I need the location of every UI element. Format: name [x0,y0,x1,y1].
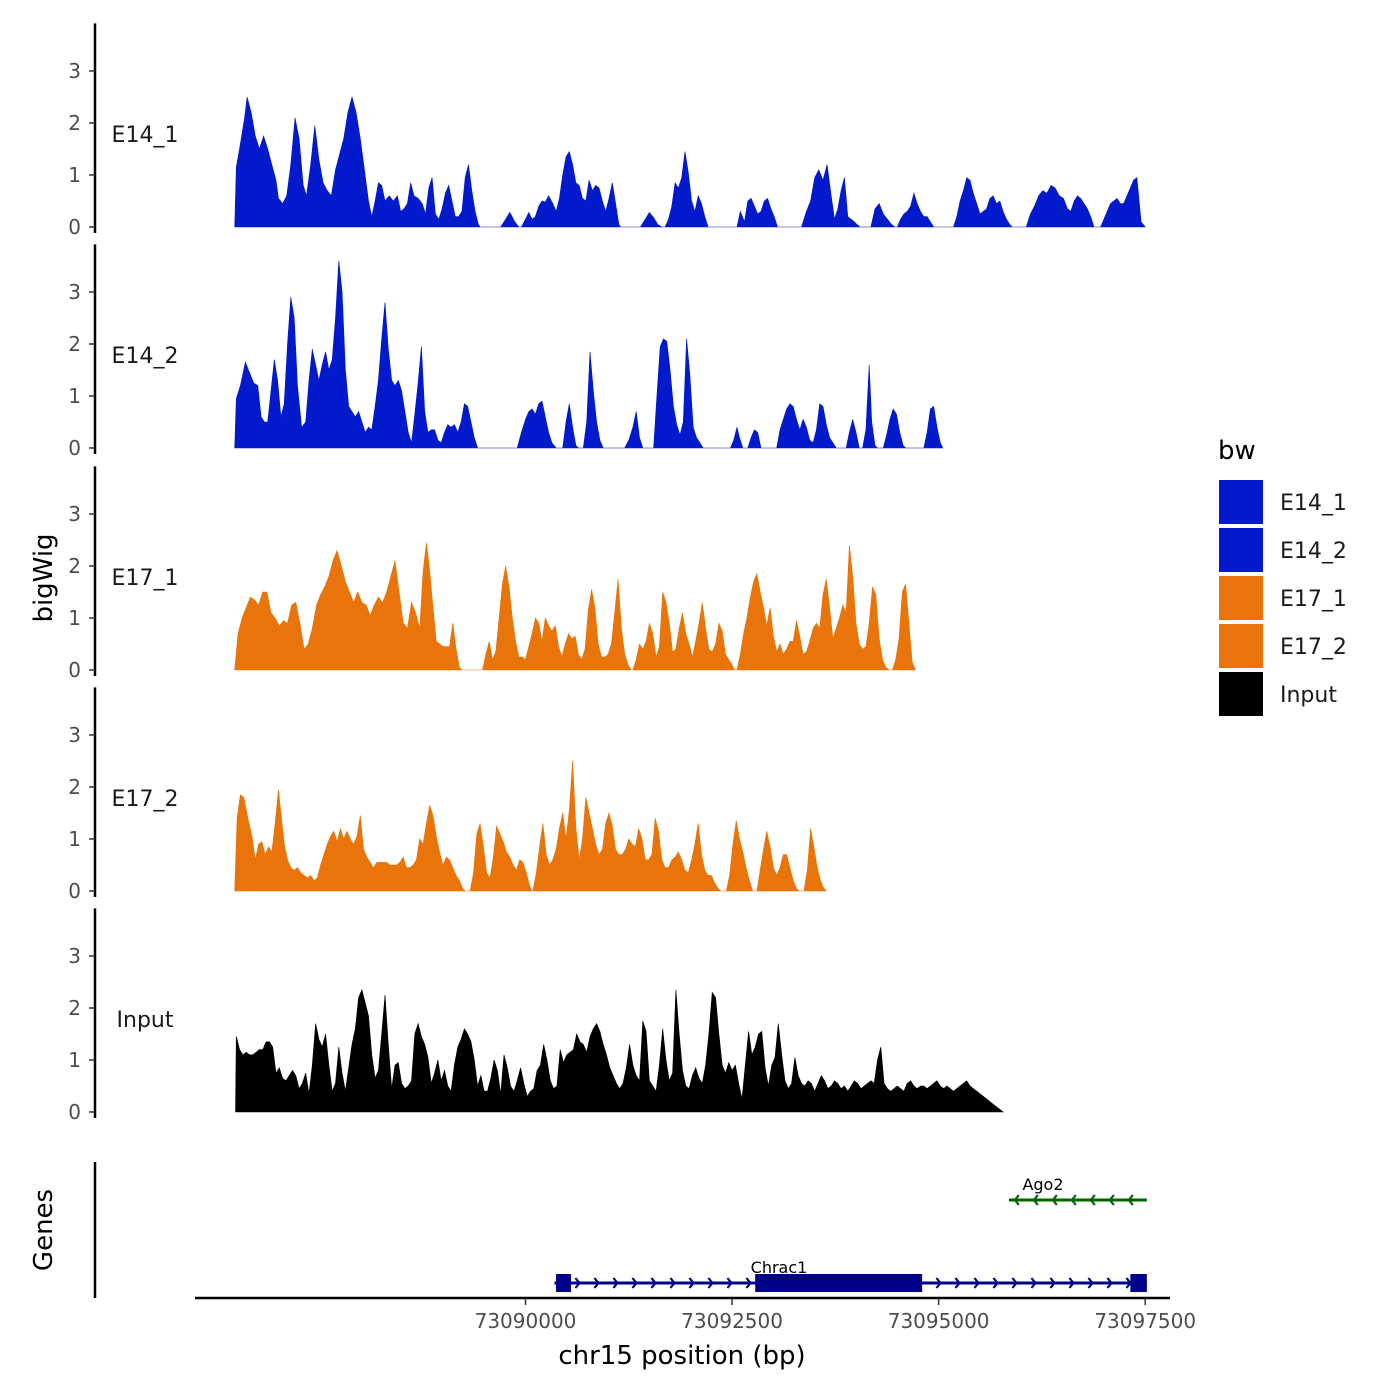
gene-label: Ago2 [1022,1175,1063,1194]
track-e17-2: 0 1 2 3 E17_2 [68,687,828,903]
legend-title: bw [1218,436,1256,466]
y-tick-label: 2 [68,332,81,356]
track-label: Input [117,1008,174,1033]
strand-arrow [650,1277,657,1289]
legend-swatch [1219,480,1263,524]
y-tick-label: 1 [68,384,81,408]
x-tick-label: 73097500 [1094,1309,1196,1333]
legend: bw E14_1 E14_2 E17_1 E17_2 Input [1218,436,1347,716]
coverage-tracks: 0 1 2 3 E14_1 0 1 2 3 E14_2 0 1 2 3 E17_1 0 1 2 3 E17_2 0 1 2 3… [68,23,1146,1124]
exon-block [556,1274,571,1292]
coverage-area-e17-2 [234,760,828,892]
y-tick-label: 3 [68,280,81,304]
y-tick-label: 2 [68,554,81,578]
strand-arrow [1087,1277,1094,1289]
y-tick-label: 1 [68,163,81,187]
y-tick-label: 2 [68,996,81,1020]
legend-item-input: Input [1219,672,1337,716]
x-tick-label: 73095000 [888,1309,990,1333]
y-tick-label: 2 [68,775,81,799]
track-label: E14_2 [112,344,179,369]
x-axis-title: chr15 position (bp) [558,1341,805,1371]
strand-arrow [745,1277,752,1289]
y-tick-label: 0 [68,436,81,460]
strand-arrow [631,1277,638,1289]
legend-swatch [1219,624,1263,668]
exon-block [755,1274,923,1292]
y-tick-label: 2 [68,111,81,135]
strand-arrow [574,1277,581,1289]
y-tick-label: 0 [68,215,81,239]
coverage-area-e17-1 [234,542,916,671]
track-e14-1: 0 1 2 3 E14_1 [68,23,1146,239]
gene-chrac1: Chrac1 [554,1258,1147,1292]
strand-arrow [707,1277,714,1289]
y-tick-label: 0 [68,658,81,682]
y-tick-label: 1 [68,606,81,630]
y-tick-label: 3 [68,723,81,747]
strand-arrow [1108,1194,1115,1206]
y-tick-label: 0 [68,879,81,903]
strand-arrow [1032,1194,1039,1206]
legend-item-e14-2: E14_2 [1219,528,1347,572]
legend-label: E17_2 [1280,635,1347,660]
x-axis: 73090000 73092500 73095000 73097500 [195,1296,1196,1333]
strand-arrow [1030,1277,1037,1289]
strand-arrow [669,1277,676,1289]
strand-arrow [593,1277,600,1289]
y-tick-label: 1 [68,827,81,851]
legend-label: Input [1280,683,1337,708]
strand-arrow [1106,1277,1113,1289]
track-e14-2: 0 1 2 3 E14_2 [68,244,944,460]
legend-swatch [1219,528,1263,572]
genes-panel-title: Genes [29,1189,59,1271]
legend-label: E14_2 [1280,539,1347,564]
legend-item-e17-2: E17_2 [1219,624,1347,668]
strand-arrow [1127,1194,1134,1206]
y-tick-label: 3 [68,502,81,526]
y-axis-title: bigWig [29,533,59,622]
legend-item-e17-1: E17_1 [1219,576,1347,620]
strand-arrow [1070,1194,1077,1206]
legend-label: E17_1 [1280,587,1347,612]
track-label: E17_1 [112,566,179,591]
track-label: E17_2 [112,787,179,812]
coverage-area-input [235,988,1004,1113]
y-tick-label: 3 [68,59,81,83]
track-e17-1: 0 1 2 3 E17_1 [68,466,916,682]
x-tick-label: 73092500 [681,1309,783,1333]
coverage-area-e14-2 [234,260,944,449]
strand-arrow [1051,1194,1058,1206]
x-tick-label: 73090000 [475,1309,577,1333]
gene-label: Chrac1 [751,1258,808,1277]
track-label: E14_1 [112,123,179,148]
track-input: 0 1 2 3 Input [68,908,1004,1124]
strand-arrow [1089,1194,1096,1206]
gene-ago2: Ago2 [1008,1175,1147,1206]
strand-arrow [935,1277,942,1289]
strand-arrow [688,1277,695,1289]
strand-arrow [1049,1277,1056,1289]
strand-arrow [1011,1277,1018,1289]
strand-arrow [612,1277,619,1289]
legend-swatch [1219,672,1263,716]
y-tick-label: 0 [68,1100,81,1124]
exon-block [1130,1274,1147,1292]
y-tick-label: 3 [68,944,81,968]
strand-arrow [973,1277,980,1289]
strand-arrow [1013,1194,1020,1206]
strand-arrow [954,1277,961,1289]
strand-arrow [1068,1277,1075,1289]
strand-arrow [726,1277,733,1289]
coverage-area-e14-1 [234,95,1146,228]
legend-item-e14-1: E14_1 [1219,480,1347,524]
y-tick-label: 1 [68,1048,81,1072]
strand-arrow [992,1277,999,1289]
legend-label: E14_1 [1280,491,1347,516]
legend-swatch [1219,576,1263,620]
gene-track: Ago2 Chrac1 [93,1162,1147,1298]
